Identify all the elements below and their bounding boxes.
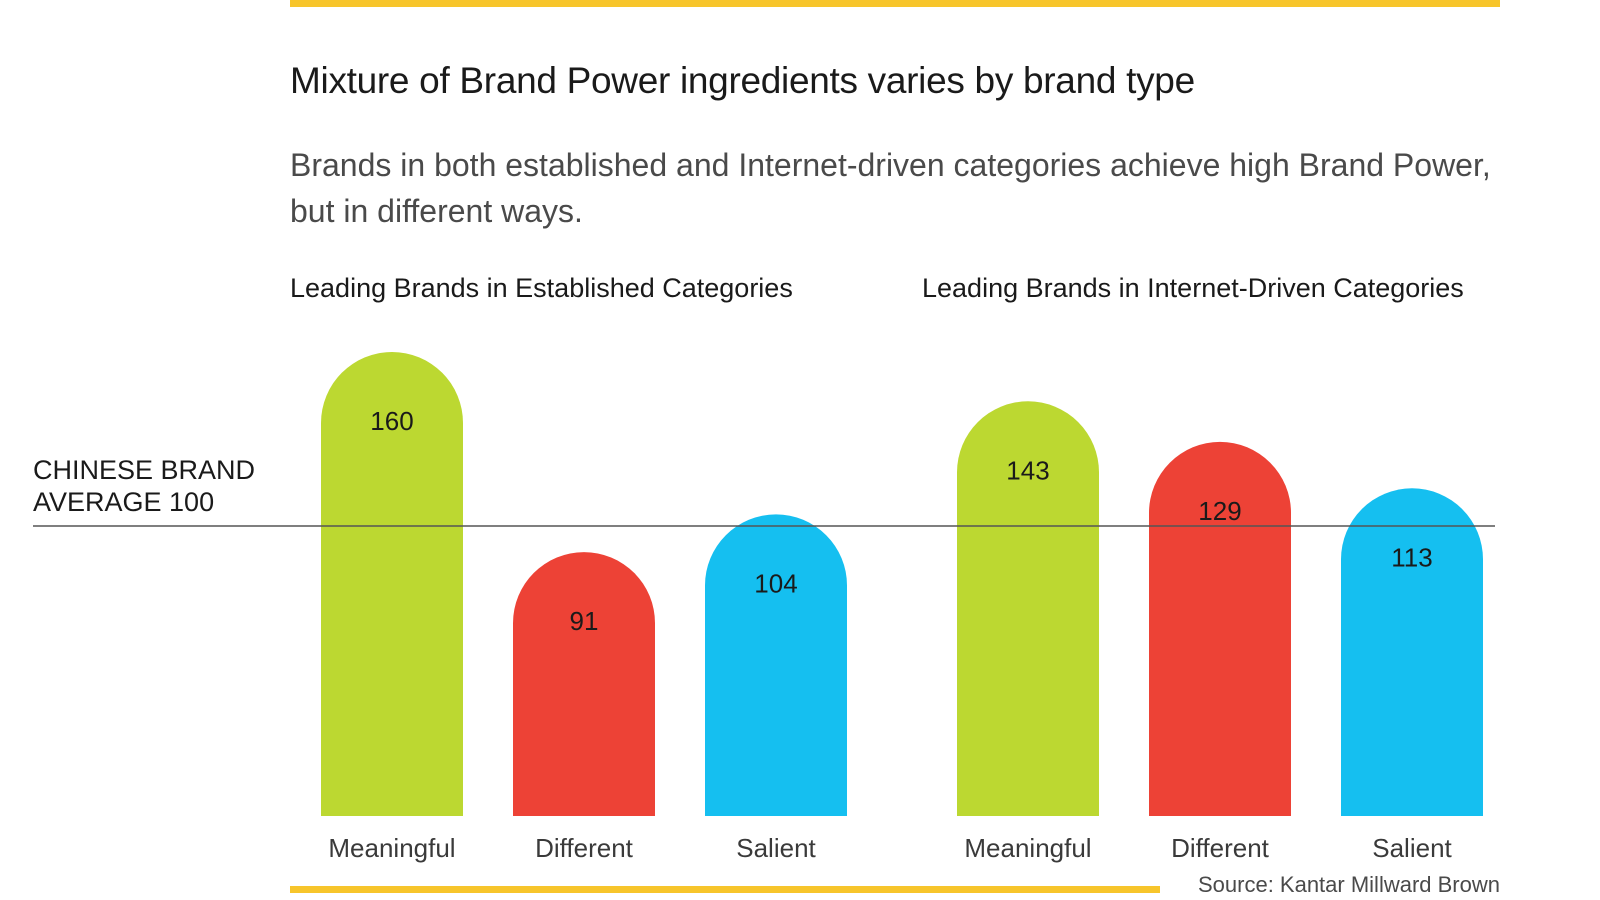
top-accent-rule (290, 0, 1500, 7)
bar-internet-salient (1341, 488, 1483, 816)
bar-established-salient (705, 514, 847, 816)
chart-title: Mixture of Brand Power ingredients varie… (290, 60, 1195, 101)
value-label-internet-meaningful: 143 (1006, 455, 1049, 485)
category-label-established-salient: Salient (736, 833, 816, 863)
bar-internet-different (1149, 441, 1291, 816)
labels-layer: 160 Meaningful 91 Different 104 Salient 143 Mea… (328, 406, 1452, 863)
value-label-established-salient: 104 (754, 568, 797, 598)
average-label-line1: CHINESE BRAND (33, 455, 256, 485)
source-note: Source: Kantar Millward Brown (1197, 872, 1500, 897)
average-reference-label: CHINESE BRAND AVERAGE 100 (33, 454, 255, 518)
category-label-internet-meaningful: Meaningful (964, 833, 1091, 863)
category-label-established-different: Different (535, 833, 634, 863)
panel-title-established: Leading Brands in Established Categories (290, 273, 793, 303)
bar-established-meaningful (321, 352, 463, 816)
average-label-line2: AVERAGE 100 (33, 487, 215, 517)
panel-title-internet: Leading Brands in Internet-Driven Catego… (922, 273, 1464, 303)
value-label-established-meaningful: 160 (370, 406, 413, 436)
bottom-accent-rule (290, 886, 1160, 893)
bars-layer (321, 352, 1483, 816)
bar-internet-meaningful (957, 401, 1099, 816)
category-label-internet-different: Different (1171, 833, 1270, 863)
category-label-internet-salient: Salient (1372, 833, 1452, 863)
value-label-internet-different: 129 (1198, 496, 1241, 526)
bar-established-different (513, 552, 655, 816)
value-label-established-different: 91 (570, 606, 599, 636)
category-label-established-meaningful: Meaningful (328, 833, 455, 863)
chart-subtitle: Brands in both established and Internet-… (290, 147, 1491, 229)
value-label-internet-salient: 113 (1391, 542, 1432, 572)
